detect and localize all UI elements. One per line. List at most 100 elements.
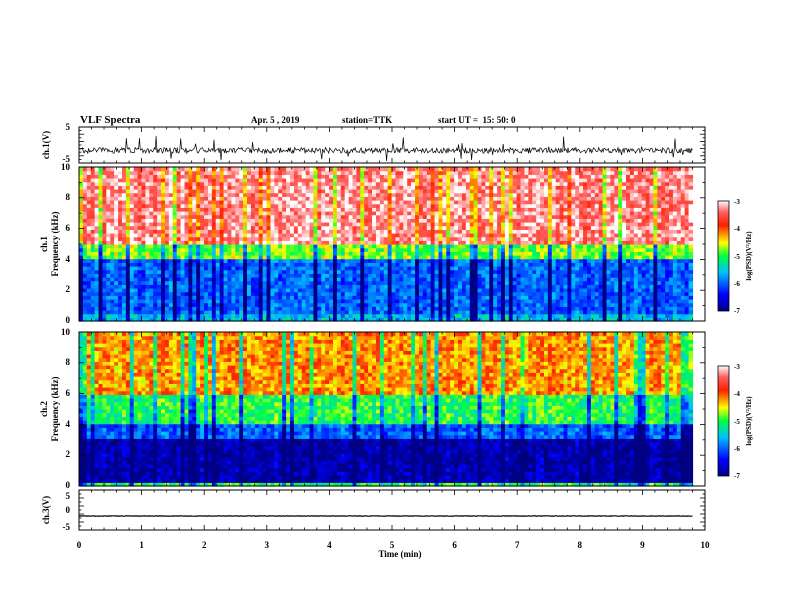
- spectrogram-cell: [118, 236, 123, 241]
- spectrogram-cell: [235, 277, 240, 282]
- spectrogram-cell: [508, 306, 514, 311]
- spectrogram-cell: [94, 277, 100, 282]
- spectrogram-cell: [118, 203, 123, 208]
- spectrogram-cell: [332, 262, 338, 267]
- spectrogram-cell: [258, 266, 264, 271]
- spectrogram-cell: [176, 229, 182, 234]
- spectrogram-cell: [434, 174, 440, 179]
- spectrogram-cell: [137, 196, 143, 201]
- spectrogram-cell: [501, 225, 506, 230]
- spectrogram-cell: [102, 247, 107, 252]
- spectrogram-cell: [426, 288, 432, 293]
- spectrogram-cell: [426, 310, 432, 315]
- spectrogram-cell: [403, 266, 408, 271]
- spectrogram-cell: [86, 174, 92, 179]
- spectrogram-cell: [176, 310, 182, 315]
- spectrogram-cell: [290, 306, 295, 311]
- spectrogram-cell: [493, 211, 498, 216]
- spectrogram-cell: [121, 273, 127, 278]
- spectrogram-cell: [141, 288, 147, 293]
- spectrogram-cell: [528, 295, 533, 300]
- spectrogram-cell: [82, 277, 88, 282]
- spectrogram-cell: [250, 306, 256, 311]
- spectrogram-cell: [446, 200, 451, 205]
- spectrogram-cell: [204, 273, 209, 278]
- spectrogram-cell: [90, 295, 96, 300]
- spectrogram-cell: [157, 218, 162, 223]
- spectrogram-cell: [415, 196, 420, 201]
- spectrogram-cell: [149, 266, 154, 271]
- spectrogram-cell: [278, 214, 283, 219]
- spectrogram-cell: [340, 262, 346, 267]
- spectrogram-cell: [442, 192, 447, 197]
- spectrogram-cell: [430, 313, 436, 318]
- spectrogram-cell: [305, 258, 311, 263]
- spectrogram-cell: [79, 214, 84, 219]
- spectrogram-cell: [188, 192, 193, 197]
- spectrogram-cell: [364, 251, 369, 256]
- spectrogram-cell: [501, 284, 506, 289]
- spectrogram-cell: [375, 196, 381, 201]
- spectrogram-cell: [192, 218, 197, 223]
- spectrogram-cell: [434, 247, 440, 252]
- spectrogram-cell: [133, 229, 139, 234]
- spectrogram-cell: [407, 306, 412, 311]
- spectrogram-cell: [239, 192, 244, 197]
- spectrogram-cell: [118, 225, 123, 230]
- spectrogram-cell: [344, 317, 350, 322]
- spectrogram-cell: [153, 196, 158, 201]
- spectrogram-cell: [274, 192, 279, 197]
- spectrogram-cell: [258, 229, 264, 234]
- spectrogram-cell: [215, 288, 221, 293]
- spectrogram-cell: [465, 178, 471, 183]
- spectrogram-cell: [188, 185, 193, 190]
- spectrogram-cell: [235, 178, 240, 183]
- spectrogram-cell: [293, 284, 299, 289]
- spectrogram-cell: [227, 200, 232, 205]
- spectrogram-cell: [383, 233, 389, 238]
- spectrogram-cell: [215, 269, 221, 274]
- spectrogram-cell: [477, 236, 483, 241]
- spectrogram-cell: [121, 189, 127, 194]
- spectrogram-cell: [344, 302, 350, 307]
- spectrogram-cell: [168, 218, 174, 223]
- spectrogram-cell: [430, 225, 436, 230]
- spectrogram-cell: [282, 247, 287, 252]
- spectrogram-cell: [118, 247, 123, 252]
- spectrogram-cell: [211, 200, 217, 205]
- spectrogram-cell: [348, 214, 354, 219]
- spectrogram-cell: [317, 295, 322, 300]
- spectrogram-cell: [129, 273, 135, 278]
- spectrogram-cell: [192, 291, 197, 296]
- spectrogram-cell: [512, 266, 518, 271]
- spectrogram-cell: [364, 222, 369, 227]
- spectrogram-cell: [137, 211, 143, 216]
- spectrogram-cell: [293, 185, 299, 190]
- spectrogram-cell: [469, 192, 475, 197]
- spectrogram-cell: [418, 218, 424, 223]
- spectrogram-cell: [98, 236, 104, 241]
- spectrogram-cell: [387, 174, 393, 179]
- spectrogram-cell: [239, 181, 244, 186]
- spectrogram-cell: [274, 262, 279, 267]
- spectrogram-cell: [239, 313, 244, 318]
- spectrogram-cell: [274, 229, 279, 234]
- spectrogram-cell: [477, 288, 483, 293]
- spectrogram-cell: [239, 284, 244, 289]
- spectrogram-cell: [168, 266, 174, 271]
- spectrogram-cell: [153, 302, 158, 307]
- spectrogram-cell: [407, 295, 412, 300]
- spectrogram-cell: [313, 299, 318, 304]
- spectrogram-cell: [528, 214, 533, 219]
- spectrogram-cell: [129, 288, 135, 293]
- spectrogram-cell: [125, 313, 131, 318]
- spectrogram-cell: [254, 255, 260, 260]
- spectrogram-cell: [520, 255, 526, 260]
- spectrogram-cell: [215, 200, 221, 205]
- spectrogram-cell: [110, 214, 115, 219]
- spectrogram-cell: [121, 203, 127, 208]
- spectrogram-cell: [329, 229, 334, 234]
- spectrogram-cell: [446, 284, 451, 289]
- spectrogram-cell: [250, 174, 256, 179]
- spectrogram-cell: [207, 225, 213, 230]
